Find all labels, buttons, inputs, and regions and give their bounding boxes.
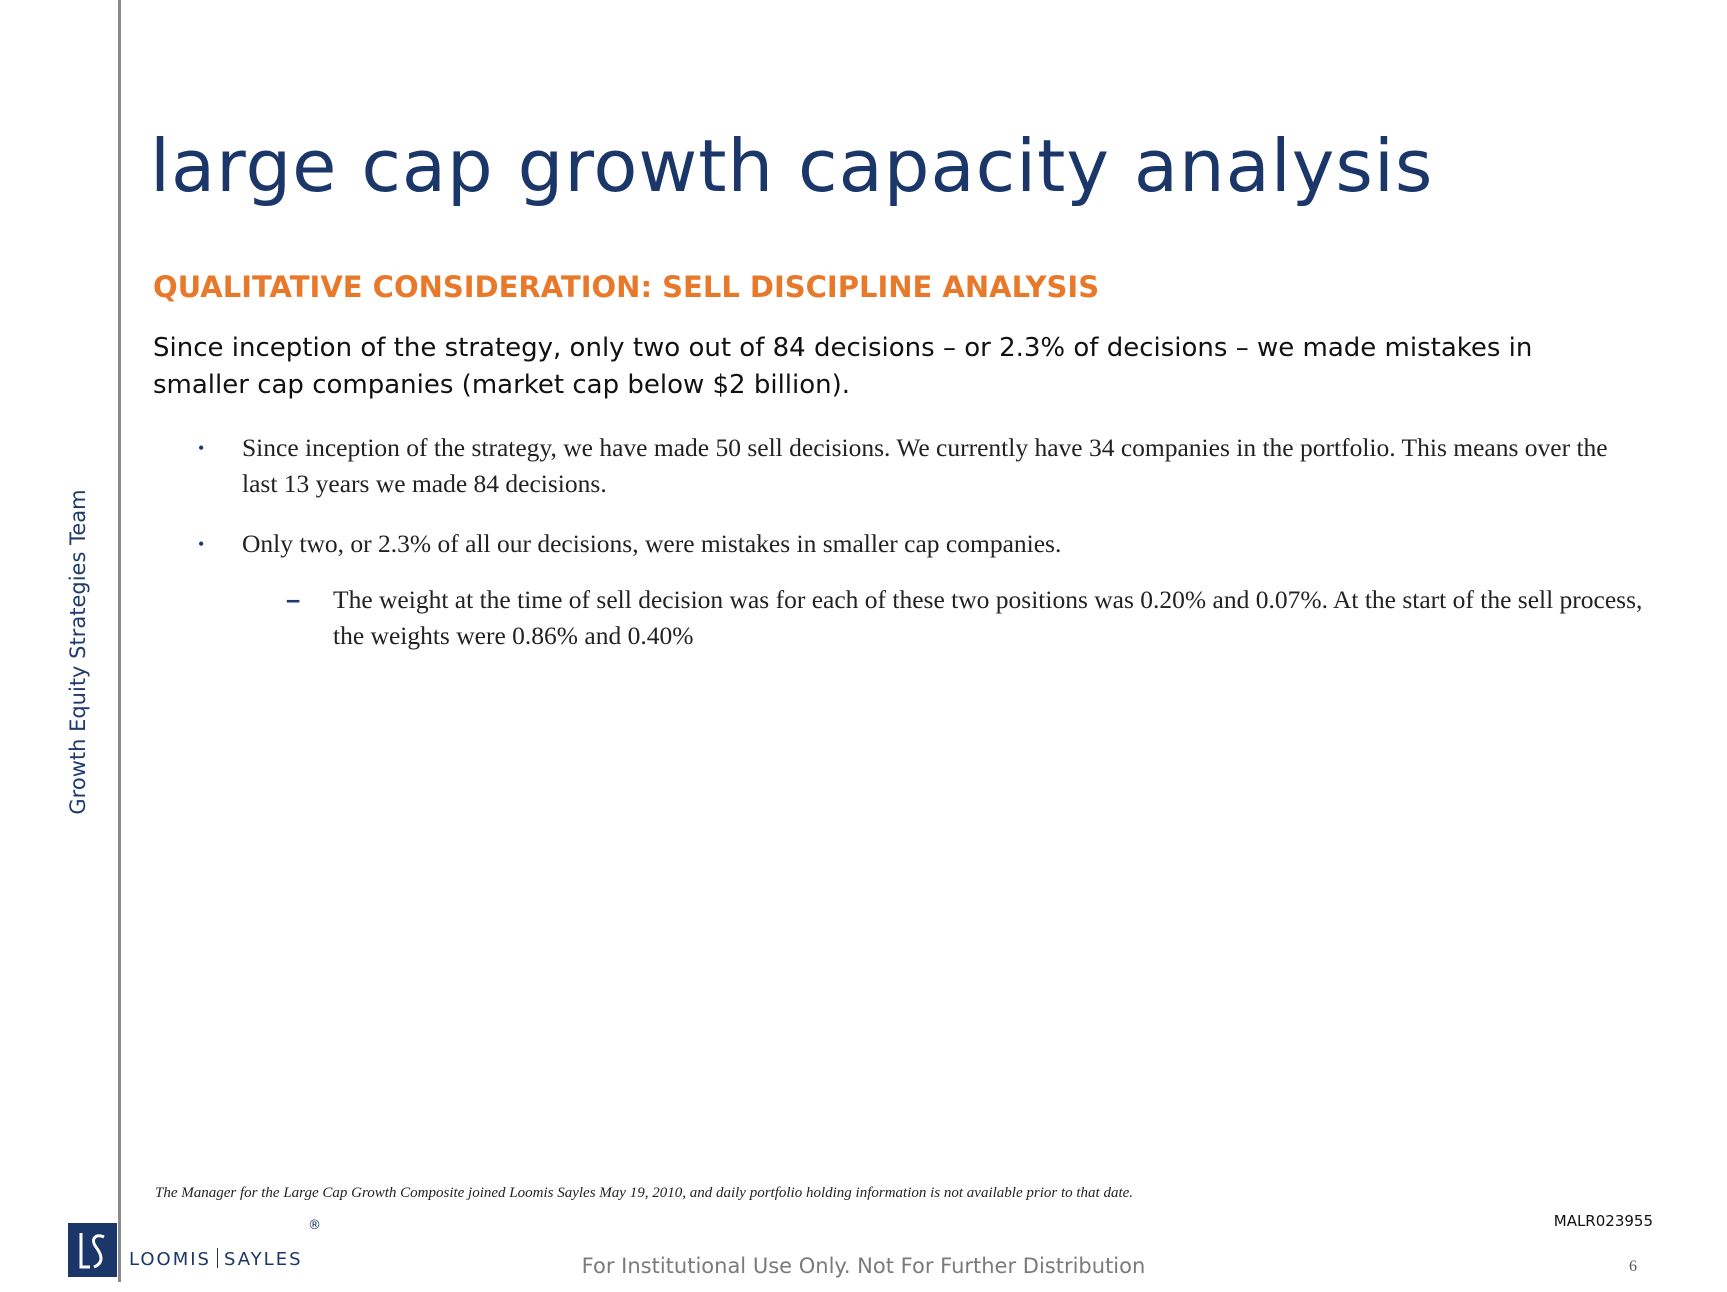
bullet-text: Only two, or 2.3% of all our decisions, … <box>242 529 1062 558</box>
sidebar-divider <box>118 0 121 1282</box>
bullet-text: Since inception of the strategy, we have… <box>242 433 1608 498</box>
ls-logo-icon <box>68 1223 117 1277</box>
page-title: large cap growth capacity analysis <box>150 124 1434 208</box>
logo-wordmark: LOOMIS SAYLES <box>129 1248 303 1270</box>
page-number: 6 <box>1629 1258 1637 1275</box>
sub-list-item: – The weight at the time of sell decisio… <box>198 582 1648 654</box>
sidebar-team-label: Growth Equity Strategies Team <box>66 489 90 815</box>
list-item: • Since inception of the strategy, we ha… <box>198 430 1648 502</box>
lead-statement: Since inception of the strategy, only tw… <box>153 333 1533 400</box>
logo-divider <box>217 1248 218 1268</box>
company-logo: LOOMIS SAYLES <box>68 1223 303 1277</box>
registered-mark: ® <box>308 1218 321 1233</box>
list-item: • Only two, or 2.3% of all our decisions… <box>198 526 1648 562</box>
logo-name-right: SAYLES <box>224 1249 303 1270</box>
sub-bullet-text: The weight at the time of sell decision … <box>333 585 1643 650</box>
section-subtitle: QUALITATIVE CONSIDERATION: SELL DISCIPLI… <box>153 270 1100 304</box>
footnote: The Manager for the Large Cap Growth Com… <box>155 1185 1134 1201</box>
bullet-icon: • <box>198 534 205 554</box>
bullet-list: • Since inception of the strategy, we ha… <box>198 430 1648 654</box>
dash-icon: – <box>286 586 301 614</box>
logo-name-left: LOOMIS <box>129 1249 211 1270</box>
document-id: MALR023955 <box>1553 1212 1653 1230</box>
bullet-icon: • <box>198 438 205 458</box>
footer-disclaimer: For Institutional Use Only. Not For Furt… <box>581 1254 1146 1278</box>
